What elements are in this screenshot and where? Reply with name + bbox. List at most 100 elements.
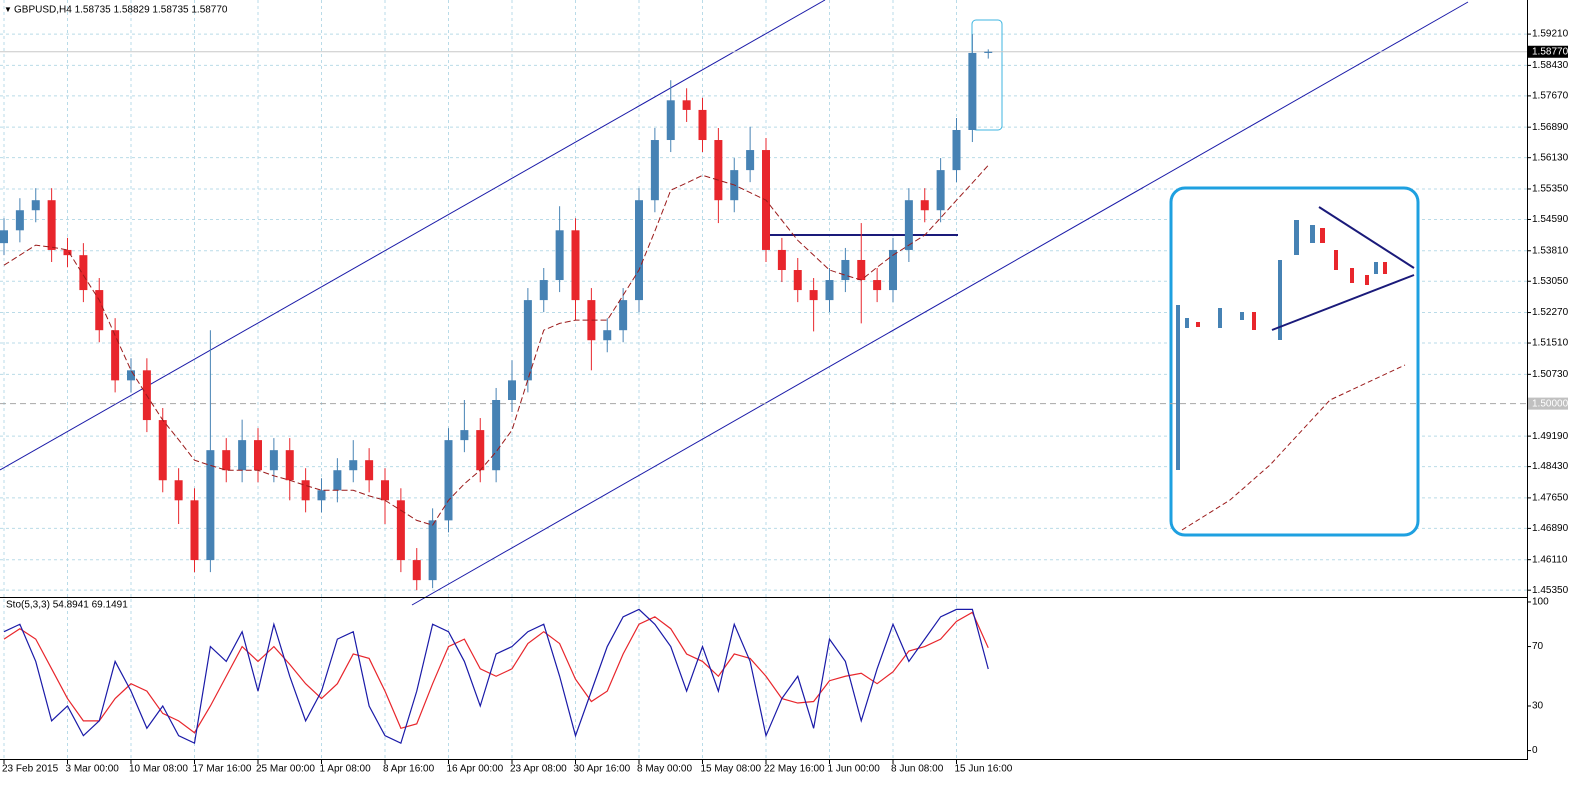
candle-body — [381, 480, 389, 501]
y-tick-label: 0 — [1532, 745, 1538, 756]
candle-body — [889, 249, 897, 291]
x-tick-label: 30 Apr 16:00 — [574, 764, 631, 775]
moving-average — [3, 164, 989, 526]
candle-body — [460, 430, 469, 441]
inset-ma — [1181, 364, 1406, 531]
y-tick-label: 1.47650 — [1532, 493, 1569, 504]
inset-candle — [1334, 250, 1338, 270]
y-tick-label: 1.50730 — [1532, 369, 1569, 380]
candle-body — [95, 290, 104, 331]
inset-candle — [1240, 312, 1244, 320]
candle-body — [809, 290, 818, 301]
candle-body — [412, 560, 421, 581]
y-tick-label: 1.54590 — [1532, 214, 1569, 225]
x-tick-label: 15 May 08:00 — [701, 764, 762, 775]
candle-body — [47, 200, 56, 250]
candle-body — [285, 450, 294, 481]
level-label-bg — [1528, 397, 1568, 410]
price-label-bg — [1528, 45, 1568, 58]
stochastic-line — [3, 608, 989, 745]
x-tick-label: 8 Jun 08:00 — [891, 764, 944, 775]
inset-candle — [1218, 308, 1222, 328]
candle-body — [936, 170, 945, 211]
candle-body — [635, 200, 643, 301]
inset-candle — [1310, 225, 1315, 243]
candle-body — [508, 380, 516, 401]
candle-body — [222, 450, 231, 471]
y-tick-label: 1.56130 — [1532, 152, 1569, 163]
candle-body — [650, 140, 659, 201]
candle-body — [682, 100, 691, 110]
x-tick-label: 22 May 16:00 — [764, 764, 825, 775]
inset-candle — [1365, 275, 1369, 285]
inset-triangle-upper — [1318, 206, 1415, 269]
price-label: 1.58770 — [1532, 46, 1569, 57]
inset-triangle-lower — [1271, 274, 1415, 331]
candle-body — [476, 430, 485, 471]
inset-candle — [1185, 318, 1189, 328]
y-tick-label: 30 — [1532, 701, 1544, 712]
inset-frame — [1169, 186, 1420, 537]
candle-body — [587, 300, 596, 341]
candle-body — [746, 150, 755, 171]
candle-body — [555, 230, 564, 281]
candle-body — [301, 480, 310, 501]
candle-body — [317, 490, 326, 501]
x-tick-label: 25 Mar 00:00 — [256, 764, 315, 775]
y-tick-label: 1.49190 — [1532, 431, 1569, 442]
x-tick-label: 16 Apr 00:00 — [447, 764, 504, 775]
y-tick-label: 1.46890 — [1532, 523, 1569, 534]
candle-body — [619, 300, 628, 331]
candle-body — [444, 440, 453, 521]
menu-arrow: ▼ — [4, 5, 12, 14]
candle-body — [396, 500, 405, 561]
channel-upper-line — [0, 0, 826, 471]
inset-candle — [1383, 262, 1387, 274]
candle-body — [190, 500, 199, 561]
x-tick-label: 23 Apr 08:00 — [510, 764, 567, 775]
x-tick-label: 23 Feb 2015 — [2, 764, 59, 775]
candle-body — [31, 200, 40, 211]
candle-body — [952, 129, 961, 171]
candle-body — [777, 249, 786, 271]
y-tick-label: 100 — [1532, 597, 1549, 608]
y-tick-label: 70 — [1532, 641, 1544, 652]
candle-body — [254, 440, 262, 471]
candle-body — [857, 259, 866, 281]
candle-body — [158, 420, 167, 481]
level-label: 1.50000 — [1532, 398, 1569, 409]
y-tick-label: 1.55350 — [1532, 184, 1569, 195]
y-tick-label: 1.53810 — [1532, 245, 1569, 256]
y-tick-label: 1.53050 — [1532, 276, 1569, 287]
y-tick-label: 1.51510 — [1532, 338, 1569, 349]
candle-body — [79, 255, 88, 291]
candle-body — [333, 470, 342, 491]
candle-body — [269, 450, 278, 471]
candle-body — [904, 200, 913, 250]
x-tick-label: 17 Mar 16:00 — [193, 764, 252, 775]
y-tick-label: 1.57670 — [1532, 91, 1569, 102]
candle-body — [349, 460, 358, 471]
candle-body — [841, 259, 850, 281]
candle-body — [523, 300, 532, 381]
candle-body — [15, 210, 24, 231]
x-tick-label: 8 Apr 16:00 — [383, 764, 435, 775]
candle-body — [984, 51, 993, 53]
y-tick-label: 1.52270 — [1532, 307, 1569, 318]
y-tick-label: 1.59210 — [1532, 29, 1569, 40]
candle-body — [968, 52, 977, 130]
chart-title: GBPUSD,H4 1.58735 1.58829 1.58735 1.5877… — [14, 5, 228, 16]
candle-body — [111, 330, 120, 381]
candle-body — [920, 200, 929, 211]
inset-illustration — [1169, 186, 1420, 537]
inset-candle — [1320, 228, 1325, 243]
y-tick-label: 1.45350 — [1532, 585, 1569, 596]
candle-body — [825, 280, 834, 301]
candle-body — [206, 450, 215, 561]
x-tick-label: 1 Jun 00:00 — [828, 764, 881, 775]
candle-body — [603, 330, 612, 341]
x-tick-label: 3 Mar 00:00 — [66, 764, 120, 775]
candle-body — [539, 280, 548, 301]
x-tick-label: 8 May 00:00 — [637, 764, 692, 775]
inset-candle — [1252, 312, 1256, 330]
